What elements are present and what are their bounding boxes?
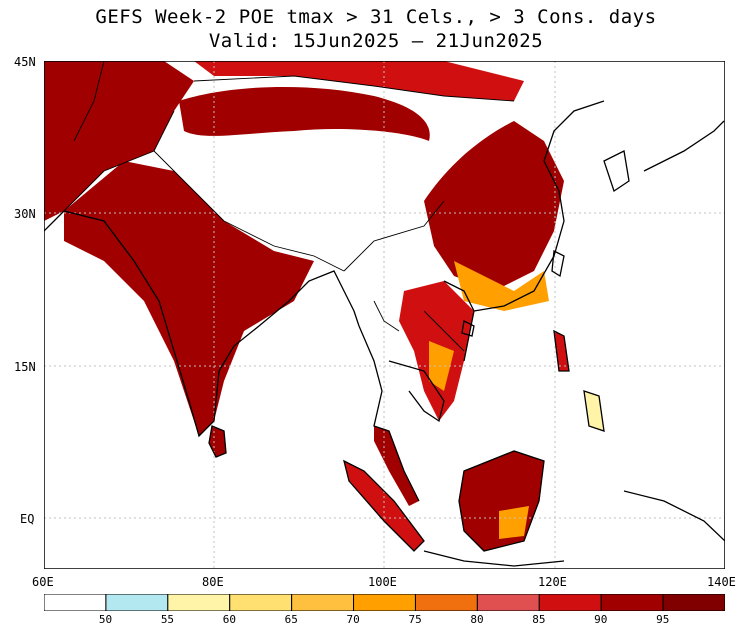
coastlines [44, 100, 725, 567]
colorbar-swatch [353, 594, 416, 611]
graticule [44, 61, 725, 569]
heat-regions [44, 61, 604, 551]
colorbar-tick-label: 55 [160, 613, 175, 626]
colorbar-tick-label: 70 [346, 613, 360, 626]
colorbar-swatch [44, 594, 107, 611]
lon-label-80e: 80E [202, 575, 224, 589]
colorbar-tick-label: 95 [656, 613, 670, 626]
lon-label-60e: 60E [32, 575, 54, 589]
lat-label-15n: 15N [14, 360, 36, 374]
lon-label-100e: 100E [368, 575, 397, 589]
lon-label-140e: 140E [707, 575, 736, 589]
colorbar-tick-label: 80 [470, 613, 484, 626]
colorbar-tick-label: 65 [284, 613, 298, 626]
colorbar-swatch [414, 594, 478, 611]
colorbar-swatch [662, 594, 725, 611]
colorbar-tick-label: 60 [222, 613, 236, 626]
colorbar-swatch [167, 594, 231, 611]
map-title-line1: GEFS Week-2 POE tmax > 31 Cels., > 3 Con… [95, 6, 657, 28]
colorbar-tick-label: 75 [408, 613, 422, 626]
colorbar-swatch [229, 594, 293, 611]
lat-label-45n: 45N [14, 55, 36, 69]
colorbar [44, 594, 725, 611]
country-borders [63, 61, 515, 352]
colorbar-tick-label: 50 [98, 613, 113, 626]
map-panel [44, 61, 725, 569]
lat-label-30n: 30N [14, 207, 36, 221]
lat-label-eq: EQ [20, 512, 35, 526]
map-title-line2: Valid: 15Jun2025 – 21Jun2025 [208, 30, 544, 52]
colorbar-swatch [476, 594, 540, 611]
colorbar-swatch [538, 594, 602, 611]
colorbar-tick-label: 90 [594, 613, 608, 626]
colorbar-tick-label: 85 [532, 613, 546, 626]
colorbar-swatch [600, 594, 664, 611]
lon-label-120e: 120E [538, 575, 567, 589]
colorbar-swatch [105, 594, 169, 611]
colorbar-swatch [291, 594, 355, 611]
